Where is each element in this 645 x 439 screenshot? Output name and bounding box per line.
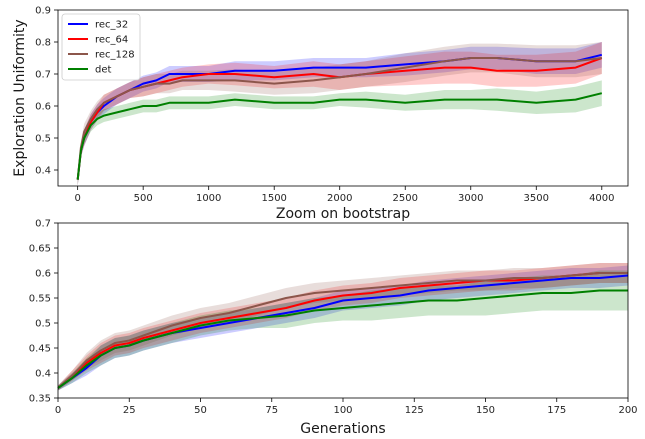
chart-1-ytick-label: 0.55 (29, 294, 51, 305)
chart-1-band-det (58, 270, 628, 391)
chart-0-series-rec_64 (76, 57, 603, 180)
chart-0-xtick-label: 1000 (196, 193, 221, 204)
chart-0-ytick-label: 0.8 (35, 38, 51, 49)
chart-1-series-rec_128 (57, 272, 628, 389)
chart-0-xtick-label: 0 (74, 193, 80, 204)
chart-1-xtick-label: 125 (405, 405, 424, 416)
chart-1-xtick-label: 50 (194, 405, 207, 416)
chart-1-ytick-label: 0.4 (35, 369, 51, 380)
chart-1-ytick-label: 0.6 (35, 269, 51, 280)
chart-1-ytick-label: 0.65 (29, 244, 51, 255)
chart-0-xtick-label: 1500 (261, 193, 286, 204)
chart-1-xtick-label: 75 (265, 405, 278, 416)
chart-1-title: Zoom on bootstrap (276, 206, 410, 222)
chart-0-xtick-label: 3000 (458, 193, 483, 204)
chart-1-xtick-label: 175 (547, 405, 566, 416)
chart-1-series-det (57, 289, 628, 389)
chart-0-legend-label-rec_64: rec_64 (95, 35, 128, 46)
chart-0-ytick-label: 0.6 (35, 102, 51, 113)
chart-0-band-rec_32 (77, 42, 602, 186)
chart-0-xtick-label: 2500 (393, 193, 418, 204)
chart-1-xtick-label: 100 (333, 405, 352, 416)
chart-0-ytick-label: 0.4 (35, 166, 51, 177)
chart-0-series-det (76, 92, 603, 180)
chart-1-xtick-label: 25 (123, 405, 136, 416)
chart-1-xtick-label: 200 (618, 405, 637, 416)
chart-0-xtick-label: 500 (134, 193, 153, 204)
chart-0-ytick-label: 0.9 (35, 6, 51, 17)
chart-1-xtick-label: 0 (55, 405, 61, 416)
chart-0-legend-box (61, 13, 141, 81)
chart-bottom: 0 25 50 75 100 125 150 175 200 0.35 0.4 0.45 0.5 0.55… (29, 206, 638, 437)
chart-0-ytick-label: 0.5 (35, 134, 51, 145)
chart-0-xtick-label: 3500 (524, 193, 549, 204)
chart-0-axes-frame (57, 9, 629, 187)
chart-0-legend-label-rec_128: rec_128 (95, 50, 135, 61)
chart-0-legend-label-rec_32: rec_32 (95, 20, 128, 31)
chart-0-legend-label-det: det (95, 65, 112, 76)
chart-0-band-rec_128 (77, 42, 602, 186)
chart-0-xtick-label: 2000 (327, 193, 352, 204)
chart-1-ytick-label: 0.35 (29, 394, 51, 405)
chart-0-xtick-label: 4000 (589, 193, 614, 204)
chart-1-series-rec_64 (57, 272, 628, 389)
chart-1-ytick-label: 0.7 (35, 219, 51, 230)
chart-1-ytick-label: 0.45 (29, 344, 51, 355)
chart-1-ytick-label: 0.5 (35, 319, 51, 330)
chart-0-band-det (77, 80, 602, 186)
chart-top: 0 500 1000 1500 2000 2500 3000 3500 4000 0.4 0.5 0.… (12, 6, 629, 204)
chart-0-ytick-label: 0.7 (35, 70, 51, 81)
chart-0-ylabel: Exploration Uniformity (12, 19, 28, 176)
chart-0-band-rec_64 (77, 42, 602, 186)
chart-1-xlabel: Generations (300, 421, 385, 437)
chart-0-series-rec_128 (76, 57, 602, 180)
chart-1-xtick-label: 150 (476, 405, 495, 416)
